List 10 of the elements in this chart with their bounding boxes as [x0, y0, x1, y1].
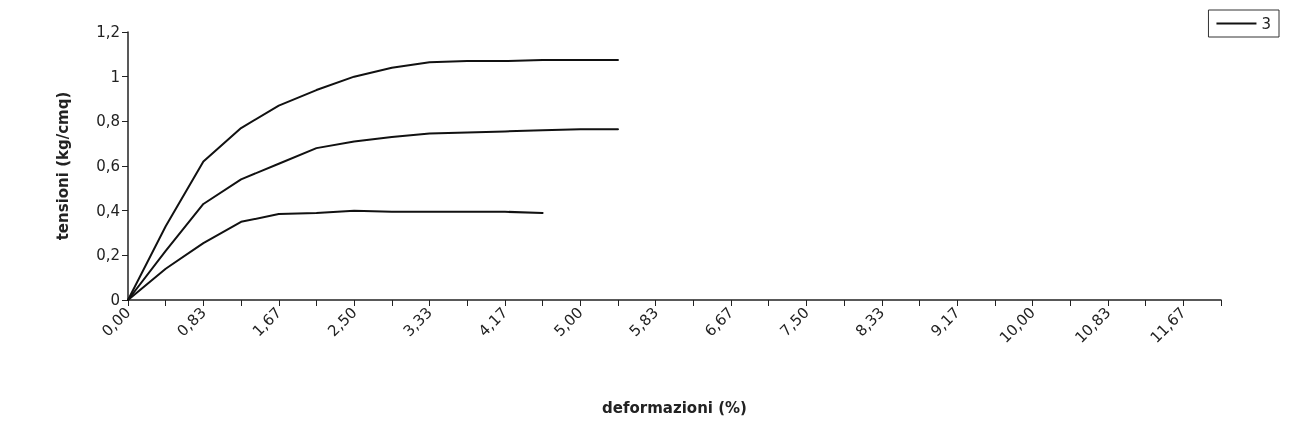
y-axis-title: tensioni (kg/cmq) [53, 91, 72, 241]
y-tick-label: 0 [110, 291, 120, 309]
y-tick-label: 1 [110, 67, 120, 86]
y-tick-label: 0,8 [96, 112, 120, 131]
x-axis-title: deformazioni (%) [602, 398, 747, 417]
y-tick-label: 0,4 [96, 201, 120, 220]
y-tick-label: 0,2 [96, 246, 120, 265]
y-tick-label: 1,2 [96, 23, 120, 41]
legend-label: 3 [1261, 14, 1271, 33]
y-tick-label: 0,6 [96, 157, 120, 175]
